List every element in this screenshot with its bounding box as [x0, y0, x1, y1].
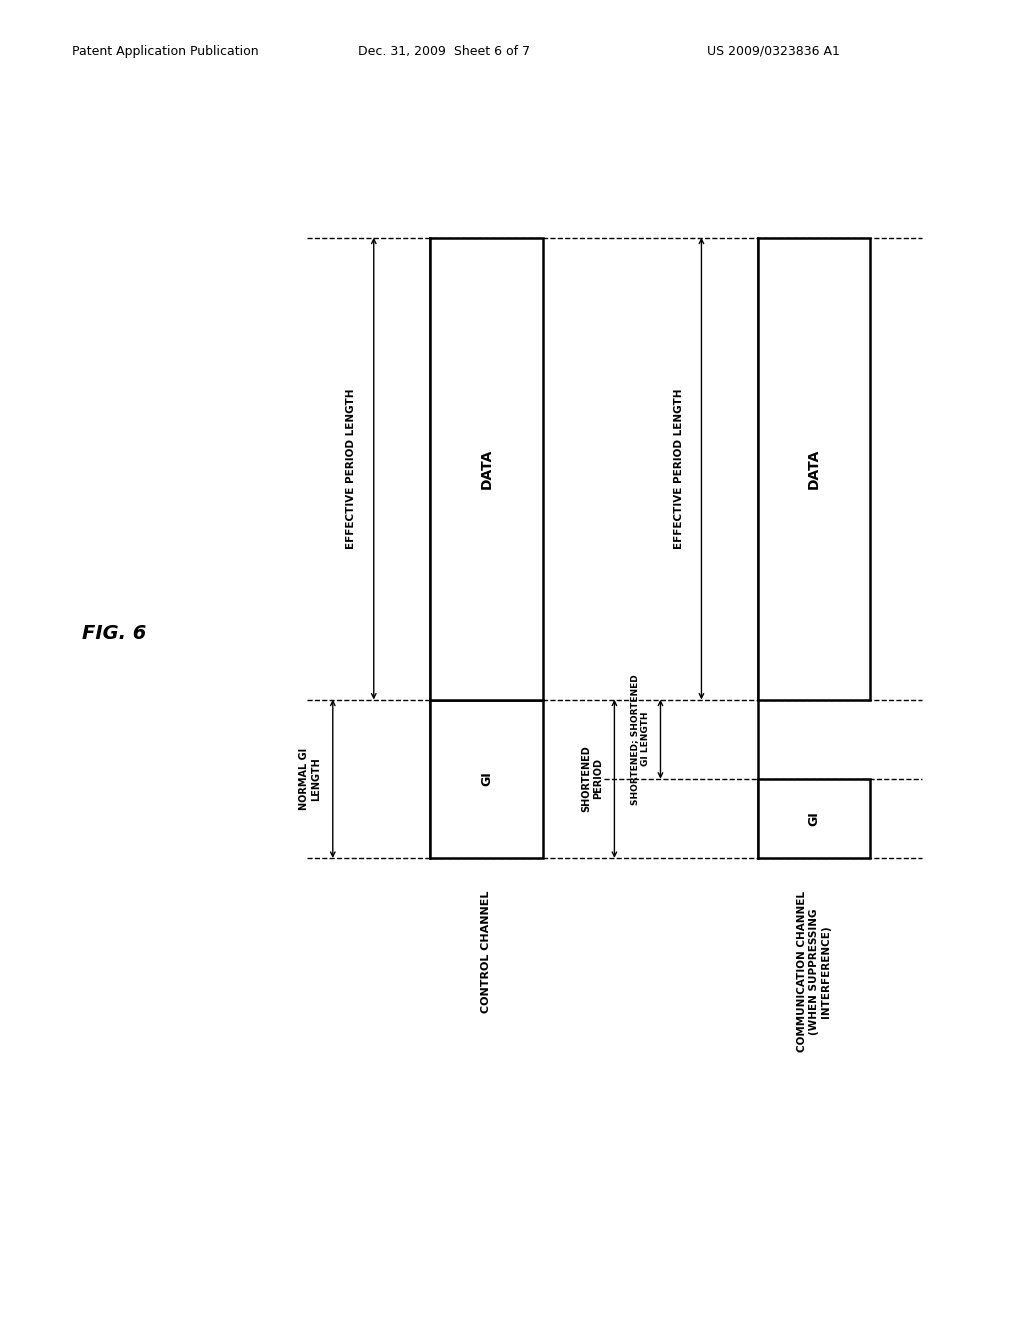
Text: EFFECTIVE PERIOD LENGTH: EFFECTIVE PERIOD LENGTH — [674, 388, 684, 549]
Text: COMMUNICATION CHANNEL
(WHEN SUPPRESSING
INTERFERENCE): COMMUNICATION CHANNEL (WHEN SUPPRESSING … — [798, 891, 830, 1052]
Text: US 2009/0323836 A1: US 2009/0323836 A1 — [707, 45, 840, 58]
Text: DATA: DATA — [807, 449, 821, 488]
Bar — [430, 700, 543, 858]
Text: CONTROL CHANNEL: CONTROL CHANNEL — [481, 891, 492, 1014]
Text: SHORTENED
PERIOD: SHORTENED PERIOD — [581, 746, 603, 812]
Text: Patent Application Publication: Patent Application Publication — [72, 45, 258, 58]
Bar — [758, 779, 870, 858]
Text: GI: GI — [480, 771, 493, 787]
Text: NORMAL GI
LENGTH: NORMAL GI LENGTH — [299, 747, 322, 810]
Text: EFFECTIVE PERIOD LENGTH: EFFECTIVE PERIOD LENGTH — [346, 388, 356, 549]
Bar — [758, 238, 870, 700]
Text: FIG. 6: FIG. 6 — [82, 624, 146, 643]
Bar — [430, 238, 543, 700]
Text: DATA: DATA — [479, 449, 494, 488]
Text: Dec. 31, 2009  Sheet 6 of 7: Dec. 31, 2009 Sheet 6 of 7 — [358, 45, 530, 58]
Text: GI: GI — [808, 810, 820, 826]
Text: SHORTENED; SHORTENED
GI LENGTH: SHORTENED; SHORTENED GI LENGTH — [631, 673, 649, 805]
